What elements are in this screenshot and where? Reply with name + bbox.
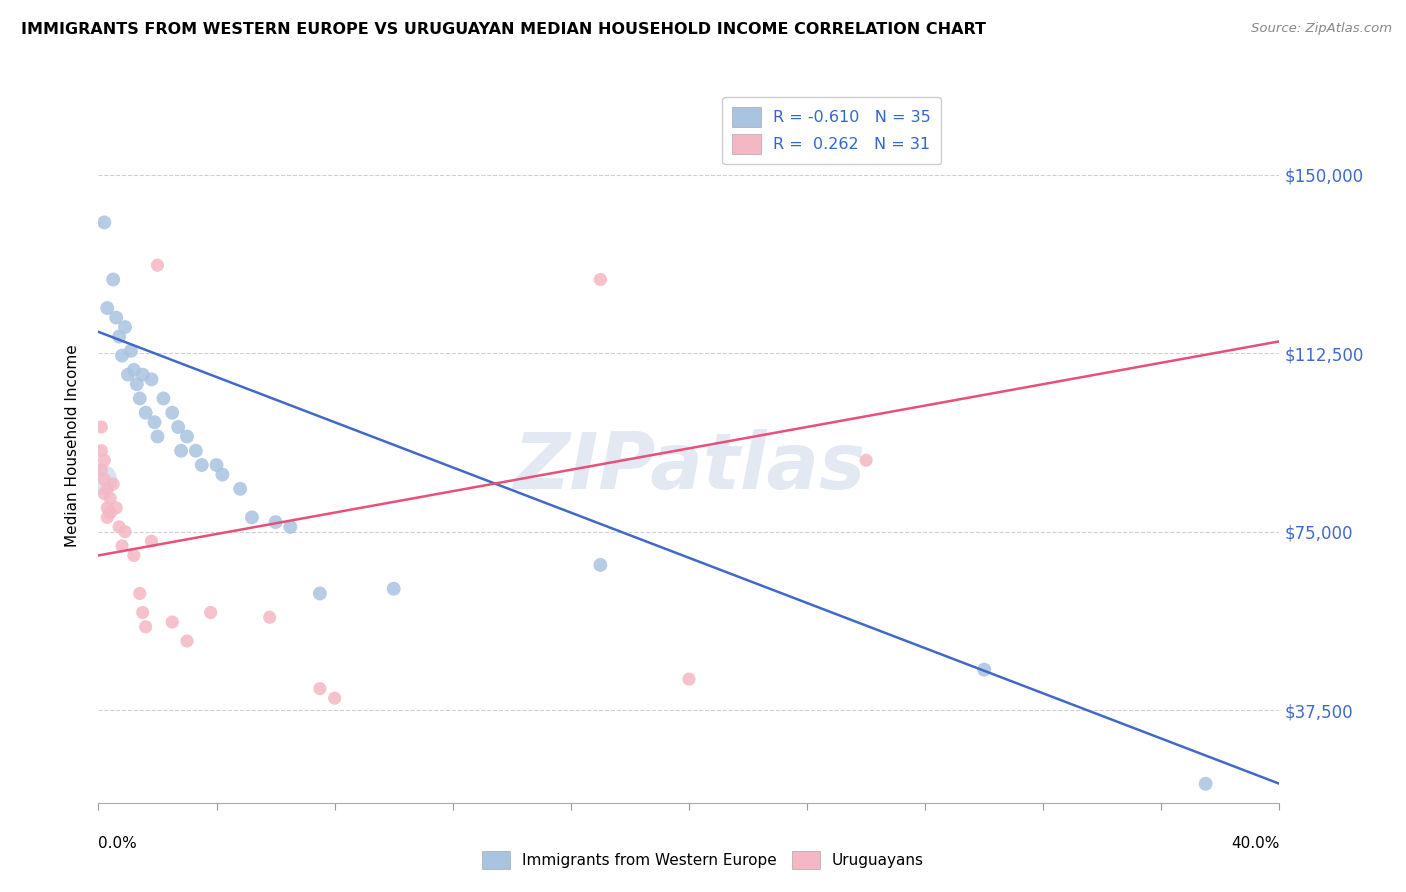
Point [128, 392, 150, 406]
Point [589, 558, 612, 572]
Point [278, 520, 302, 534]
Point [90, 463, 112, 477]
Point [120, 343, 142, 358]
Point [162, 615, 183, 629]
Point [135, 406, 157, 420]
Point [96, 482, 118, 496]
Point [96, 510, 118, 524]
Point [170, 443, 193, 458]
Point [152, 392, 174, 406]
Point [90, 472, 112, 486]
Point [114, 320, 136, 334]
Text: IMMIGRANTS FROM WESTERN EUROPE VS URUGUAYAN MEDIAN HOUSEHOLD INCOME CORRELATION : IMMIGRANTS FROM WESTERN EUROPE VS URUGUA… [21, 22, 986, 37]
Point [128, 586, 150, 600]
Point [146, 429, 169, 443]
Point [143, 415, 166, 429]
Point [96, 301, 118, 315]
Point [132, 368, 155, 382]
Point [176, 634, 198, 648]
Point [240, 510, 263, 524]
Point [108, 520, 131, 534]
Legend: Immigrants from Western Europe, Uruguayans: Immigrants from Western Europe, Uruguaya… [477, 845, 929, 875]
Point [93, 453, 115, 467]
Point [162, 406, 183, 420]
Point [90, 443, 112, 458]
Point [90, 420, 112, 434]
Point [117, 368, 139, 382]
Point [205, 458, 228, 472]
Point [229, 482, 252, 496]
Point [111, 349, 134, 363]
Point [114, 524, 136, 539]
Point [259, 610, 281, 624]
Point [108, 329, 131, 343]
Point [382, 582, 405, 596]
Point [176, 429, 198, 443]
Point [98, 506, 121, 520]
Point [167, 420, 190, 434]
Point [211, 467, 233, 482]
Point [973, 663, 995, 677]
Point [309, 681, 332, 696]
Point [132, 606, 155, 620]
Point [122, 549, 145, 563]
Text: ZIPatlas: ZIPatlas [513, 429, 865, 506]
Y-axis label: Median Household Income: Median Household Income [65, 344, 80, 548]
Point [1195, 777, 1218, 791]
Point [93, 472, 115, 486]
Point [122, 363, 145, 377]
Point [93, 486, 115, 500]
Point [146, 258, 169, 272]
Point [111, 539, 134, 553]
Text: 40.0%: 40.0% [1232, 836, 1279, 851]
Point [141, 372, 163, 386]
Point [323, 691, 346, 706]
Point [96, 500, 118, 515]
Point [98, 491, 121, 506]
Point [589, 272, 612, 286]
Point [855, 453, 877, 467]
Point [135, 620, 157, 634]
Point [103, 477, 125, 491]
Point [184, 443, 207, 458]
Point [103, 272, 125, 286]
Text: 0.0%: 0.0% [98, 836, 138, 851]
Point [125, 377, 148, 392]
Legend: R = -0.610   N = 35, R =  0.262   N = 31: R = -0.610 N = 35, R = 0.262 N = 31 [723, 97, 941, 164]
Point [264, 515, 287, 529]
Point [93, 215, 115, 229]
Point [141, 534, 163, 549]
Point [105, 310, 128, 325]
Point [191, 458, 214, 472]
Point [105, 500, 128, 515]
Text: Source: ZipAtlas.com: Source: ZipAtlas.com [1251, 22, 1392, 36]
Point [200, 606, 222, 620]
Point [678, 672, 700, 686]
Point [309, 586, 332, 600]
